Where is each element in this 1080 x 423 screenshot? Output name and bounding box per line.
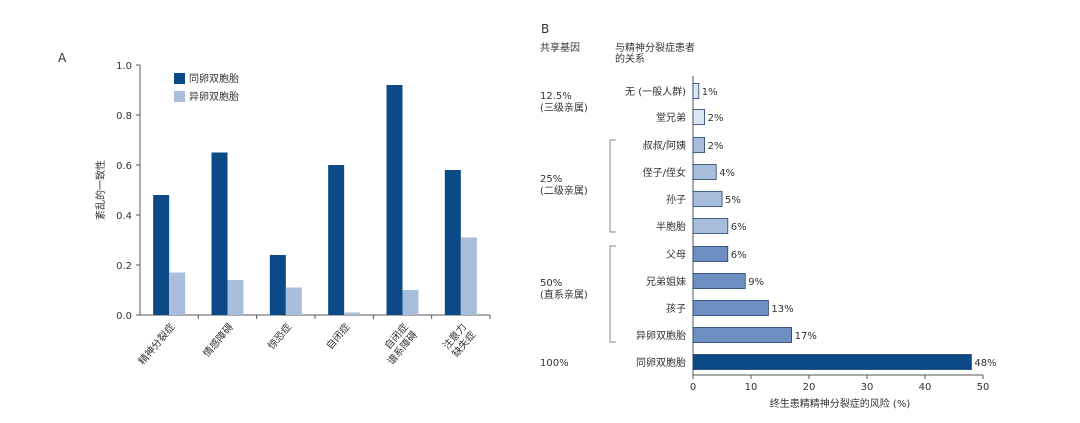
panel-a-chart: 0.0 0.2 0.4 0.6 0.8 1.0 精神分裂症 情感障碍 惊恐症 自闭症 自闭症谱系障碍…	[116, 61, 491, 368]
bar-mz	[153, 195, 170, 315]
bar-mz	[269, 255, 286, 315]
legend-label-mz: 同卵双胞胎	[189, 72, 239, 85]
row-label: 侄子/侄女	[643, 166, 686, 179]
panel-b-xlabel: 终生患精精神分裂症的风险 (%)	[770, 397, 911, 410]
y-tick-label: 1.0	[116, 61, 132, 72]
value-label: 6%	[731, 250, 747, 261]
bar-mz	[386, 85, 403, 315]
category-label: 注意力缺失症	[440, 321, 478, 360]
panel-b-chart: 0 10 20 30 40 50 无 (一般人群) 1% 堂兄弟 2% 叔叔/阿姨 2% 侄子/侄女 4%…	[540, 76, 997, 393]
risk-bar	[692, 300, 769, 316]
header-shared-genes: 共享基因	[540, 41, 580, 54]
category-label: 惊恐症	[265, 321, 294, 352]
bar-dz	[460, 237, 477, 315]
group-bracket	[609, 139, 616, 233]
group-percent: 50%	[540, 278, 562, 289]
row-label: 父母	[666, 249, 686, 261]
x-tick-label: 40	[919, 382, 932, 393]
value-label: 2%	[708, 113, 724, 124]
row-label: 半胞胎	[656, 220, 686, 233]
y-tick-label: 0.6	[116, 161, 132, 172]
header-relation-line: 与精神分裂症患者	[615, 41, 695, 54]
group-degree: (三级亲属)	[540, 101, 588, 114]
group-bracket	[609, 245, 616, 343]
risk-bar	[692, 137, 706, 153]
group-percent: 25%	[540, 174, 562, 185]
category-label: 情感障碍	[200, 321, 236, 360]
legend-label-dz: 异卵双胞胎	[189, 90, 239, 103]
panel-a-ylabel: 紊乱的一致性	[94, 160, 107, 220]
risk-bar	[692, 164, 717, 180]
value-label: 4%	[719, 168, 735, 179]
group-percent: 100%	[540, 358, 569, 369]
risk-bar	[692, 273, 746, 289]
legend-swatch-dz	[174, 91, 185, 102]
risk-bar	[692, 246, 729, 262]
bar-dz	[402, 290, 419, 315]
value-label: 5%	[725, 195, 741, 206]
row-label: 异卵双胞胎	[636, 329, 686, 342]
value-label: 48%	[974, 358, 996, 369]
risk-bar	[692, 327, 792, 343]
value-label: 2%	[708, 141, 724, 152]
risk-bar	[692, 83, 700, 99]
row-label: 孙子	[666, 193, 686, 206]
value-label: 17%	[795, 331, 817, 342]
y-tick-label: 0.2	[116, 261, 132, 272]
value-label: 9%	[748, 277, 764, 288]
panel-b-label: B	[541, 22, 549, 36]
category-label: 自闭症	[323, 321, 352, 352]
bar-dz	[285, 287, 302, 315]
risk-bar	[692, 109, 706, 125]
bar-mz	[211, 152, 228, 315]
row-label: 堂兄弟	[656, 112, 686, 124]
bar-dz	[344, 312, 361, 315]
row-label: 兄弟姐妹	[646, 275, 686, 288]
value-label: 1%	[702, 87, 718, 98]
row-label: 无 (一般人群)	[625, 85, 686, 98]
bar-mz	[328, 165, 345, 315]
x-tick-label: 50	[977, 382, 990, 393]
x-tick-label: 0	[690, 382, 696, 393]
bar-mz	[444, 170, 461, 315]
bar-dz	[227, 280, 244, 315]
group-degree: (二级亲属)	[540, 184, 588, 197]
category-label-line: 自闭症	[323, 321, 352, 352]
bar-dz	[169, 272, 186, 315]
x-tick-label: 20	[803, 382, 816, 393]
header-relation-line: 的关系	[615, 52, 645, 65]
panel-a-label: A	[58, 51, 67, 65]
x-tick-label: 30	[861, 382, 874, 393]
y-tick-label: 0.8	[116, 111, 132, 122]
risk-bar	[692, 191, 723, 207]
value-label: 6%	[731, 222, 747, 233]
value-label: 13%	[771, 304, 793, 315]
row-label: 叔叔/阿姨	[643, 139, 686, 152]
risk-bar	[692, 354, 972, 370]
row-label: 同卵双胞胎	[636, 356, 686, 369]
group-degree: (直系亲属)	[540, 288, 588, 301]
x-tick-label: 10	[745, 382, 758, 393]
row-label: 孩子	[666, 302, 686, 315]
y-tick-label: 0.0	[116, 311, 132, 322]
risk-bar	[692, 218, 729, 234]
legend-swatch-mz	[174, 73, 185, 84]
category-label: 自闭症谱系障碍	[375, 321, 420, 368]
y-tick-label: 0.4	[116, 211, 132, 222]
category-label-line: 精神分裂症	[135, 321, 177, 368]
category-label-line: 惊恐症	[265, 321, 294, 352]
group-percent: 12.5%	[540, 91, 572, 102]
category-label: 精神分裂症	[135, 321, 177, 368]
category-label-line: 情感障碍	[200, 321, 236, 360]
